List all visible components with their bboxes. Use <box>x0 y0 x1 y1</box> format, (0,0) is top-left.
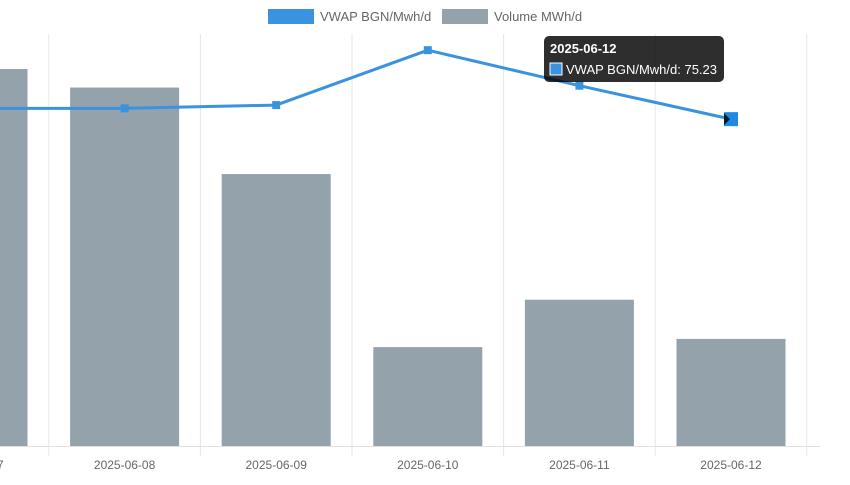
x-tick-label: 2025-06-07 <box>0 458 4 472</box>
legend-label-vwap: VWAP BGN/Mwh/d <box>320 9 431 24</box>
x-axis: 2025-06-07 2025-06-08 2025-06-09 2025-06-10… <box>0 446 820 472</box>
x-tick-label: 2025-06-11 <box>549 458 610 472</box>
legend-swatch-volume <box>442 9 488 24</box>
x-tick-label: 2025-06-10 <box>397 458 459 472</box>
tooltip-title: 2025-06-12 <box>550 41 617 56</box>
tooltip-box <box>544 36 724 82</box>
vwap-point <box>423 46 432 55</box>
legend-swatch-vwap <box>268 9 314 24</box>
vwap-point-active <box>724 112 738 127</box>
tooltip: 2025-06-12 VWAP BGN/Mwh/d: 75.23 <box>544 36 730 126</box>
x-tick-label: 2025-06-12 <box>700 458 762 472</box>
legend-label-volume: Volume MWh/d <box>494 9 582 24</box>
volume-bars <box>0 69 786 447</box>
volume-bar <box>0 69 28 447</box>
vwap-point <box>272 101 281 110</box>
tooltip-label: VWAP BGN/Mwh/d: 75.23 <box>566 62 717 77</box>
volume-bar <box>70 87 180 446</box>
x-tick-label: 2025-06-08 <box>94 458 156 472</box>
vwap-line <box>0 48 732 121</box>
vwap-point <box>575 81 584 90</box>
volume-bar <box>676 338 786 446</box>
volume-bar <box>524 299 634 446</box>
volume-bar <box>221 174 331 446</box>
grid <box>48 34 808 456</box>
vwap-line-group <box>0 46 738 127</box>
legend: VWAP BGN/Mwh/d Volume MWh/d <box>268 9 582 24</box>
tooltip-caret <box>724 113 730 126</box>
vwap-point <box>120 104 129 113</box>
x-tick-label: 2025-06-09 <box>246 458 308 472</box>
tooltip-swatch <box>549 62 563 76</box>
volume-bar <box>373 347 483 446</box>
